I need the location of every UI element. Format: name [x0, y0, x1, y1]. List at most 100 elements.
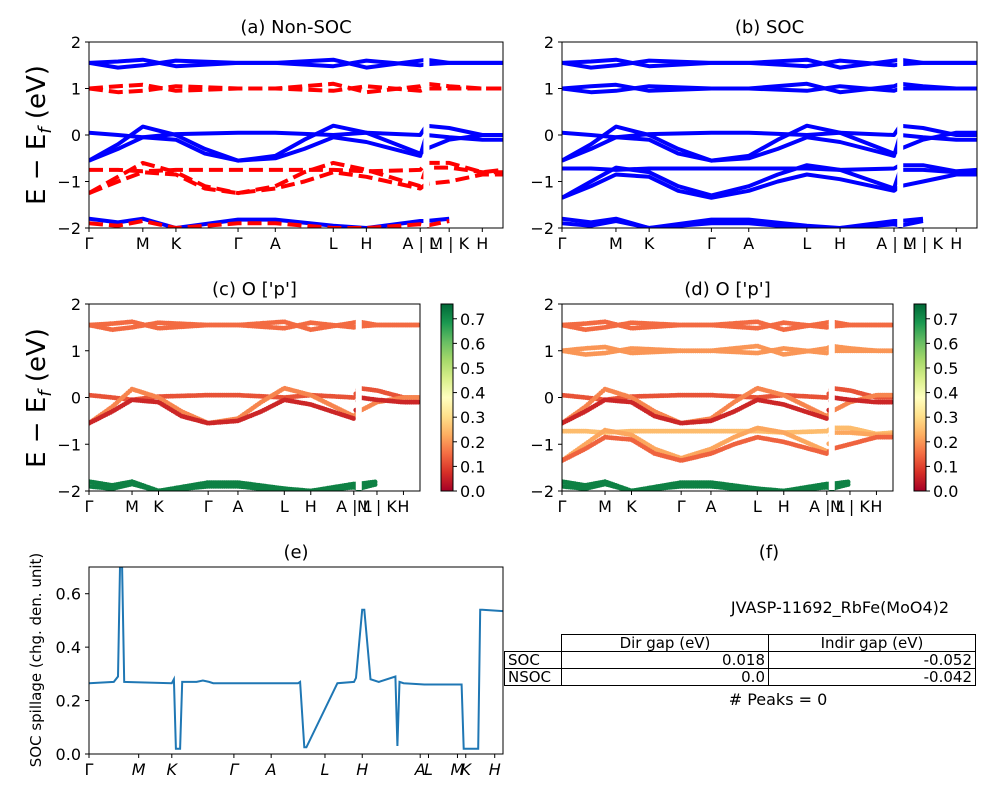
y-tick-label: 1 [71, 80, 81, 99]
panel-title: (a) Non-SOC [240, 17, 351, 38]
x-tick-label: A [414, 760, 426, 779]
colorbar-tick-label: 0.6 [460, 334, 485, 353]
x-tick-label: Γ [85, 497, 94, 516]
colorbar-tick-label: 0.0 [933, 482, 958, 501]
band-point [351, 395, 356, 400]
band-4 [562, 84, 977, 95]
y-tick-label: 2 [544, 295, 554, 314]
x-tick-label: M [598, 497, 612, 516]
band-10 [562, 172, 977, 200]
band-point [372, 482, 378, 487]
panel-title: (d) O ['p'] [684, 279, 770, 300]
x-tick-label: H [834, 234, 846, 253]
band-point [888, 399, 893, 405]
x-tick-label: M [125, 497, 139, 516]
y-tick-label: 0 [544, 126, 554, 145]
row-label-soc: SOC [504, 651, 562, 669]
band-7 [89, 84, 503, 95]
y-tick-label: 1 [71, 342, 81, 361]
band-7 [562, 133, 977, 163]
y-tick-label: 0.2 [56, 692, 81, 711]
colorbar-tick-label: 0.2 [933, 433, 958, 452]
y-tick-label: −2 [57, 482, 81, 501]
y-tick-label: 2 [71, 33, 81, 52]
band-8 [562, 163, 977, 174]
y-tick-label: 0.6 [56, 585, 81, 604]
x-tick-label: A [705, 497, 716, 516]
band-12 [89, 219, 450, 228]
band-11 [562, 216, 924, 228]
colorbar-tick-label: 0.1 [933, 457, 958, 476]
band-8 [89, 160, 503, 175]
x-tick-label: A | L [809, 497, 845, 516]
band-point [845, 482, 851, 487]
x-tick-label: M | K [903, 234, 943, 253]
y-tick-label: −2 [530, 219, 554, 238]
x-tick-label: Γ [85, 234, 94, 253]
table-row: NSOC 0.0 -0.042 [504, 668, 976, 686]
panel-b-soc: (b) SOC −2 −1 0 1 2 Γ M K Γ A L H A | LM | K H [530, 17, 978, 253]
band-11 [89, 216, 450, 228]
band-point [415, 395, 420, 400]
x-tick-label: H [476, 234, 488, 253]
band-10 [89, 170, 503, 196]
y-tick-label: 0.0 [56, 745, 81, 764]
x-tick-label: Γ [558, 497, 567, 516]
panel-title: (b) SOC [735, 17, 804, 38]
x-tick-label: K [167, 760, 179, 779]
y-tick-label: 0 [544, 389, 554, 408]
x-tick-label: Γ [677, 497, 686, 516]
band-10 [562, 434, 893, 463]
plot-area [89, 567, 503, 754]
col-dir-gap: Dir gap (eV) [561, 634, 769, 652]
y-tick-label: −2 [57, 219, 81, 238]
colorbar [913, 303, 927, 492]
x-tick-label: H [397, 497, 409, 516]
x-tick-label: A [232, 497, 243, 516]
material-id: JVASP-11692_RbFe(MoO4)2 [730, 598, 950, 617]
table-row: SOC 0.018 -0.052 [504, 651, 976, 669]
band-point [888, 434, 893, 440]
x-tick-label: Γ [204, 497, 213, 516]
x-tick-label: A | L [336, 497, 372, 516]
path-break [897, 43, 904, 227]
x-tick-label: L [321, 760, 330, 779]
row-label-nsoc: NSOC [504, 668, 562, 686]
gap-table-header: Dir gap (eV) Indir gap (eV) [505, 634, 976, 652]
x-tick-label: L [802, 234, 811, 253]
path-break [828, 305, 835, 490]
x-tick-label: K [644, 234, 655, 253]
plot-series [89, 57, 503, 228]
y-tick-label: 2 [71, 295, 81, 314]
x-tick-label: H [305, 497, 317, 516]
colorbar-tick-label: 0.5 [460, 359, 485, 378]
panel-a-nonsoc: (a) Non-SOC −2 −1 0 1 2 Γ M K Γ A L H A | LM | K H [57, 17, 504, 253]
colorbar-tick-label: 0.2 [460, 433, 485, 452]
colorbar-tick-label: 0.3 [460, 408, 485, 427]
x-tick-label: H [778, 497, 790, 516]
y-tick-label: 0 [71, 126, 81, 145]
band-point [888, 322, 893, 328]
spillage-line [89, 567, 503, 750]
colorbar-tick-label: 0.5 [933, 359, 958, 378]
x-tick-label: A [743, 234, 754, 253]
band-3 [562, 81, 977, 95]
y-tick-label: 0 [71, 389, 81, 408]
band-9 [562, 425, 893, 463]
colorbar-tick-label: 0.3 [933, 408, 958, 427]
y-tick-label: −1 [530, 173, 554, 192]
band-2 [562, 320, 893, 333]
panel-title: (c) O ['p'] [212, 279, 297, 300]
spillage-ylabel: SOC spillage (chg. den. unit) [27, 553, 45, 768]
band-5 [89, 133, 503, 163]
band-12 [562, 219, 924, 228]
band-point [824, 395, 829, 400]
soc-indir-gap: -0.052 [768, 651, 976, 669]
x-tick-label: M | K [429, 234, 469, 253]
x-tick-label: M | K [830, 497, 870, 516]
x-tick-label: K [153, 497, 164, 516]
row1-ylabel: E − Ef (eV) [22, 65, 56, 205]
x-tick-label: Γ [234, 234, 243, 253]
